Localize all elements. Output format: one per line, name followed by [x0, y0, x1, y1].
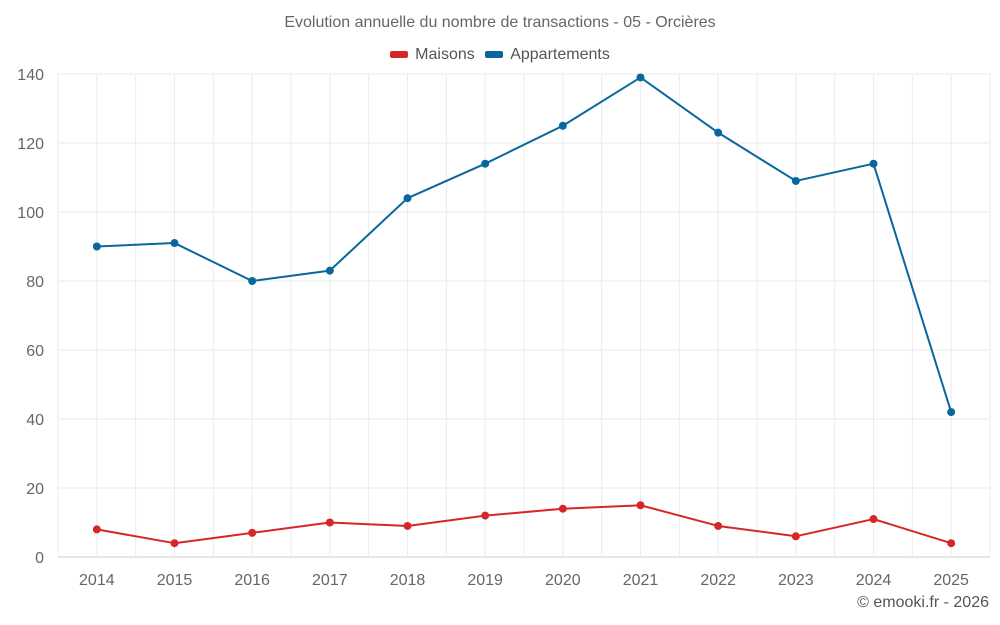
legend-item-appartements[interactable]: Appartements	[485, 46, 610, 64]
legend-swatch-appartements	[485, 51, 504, 58]
x-tick-label: 2014	[79, 572, 115, 589]
data-point-appartements	[558, 121, 567, 130]
data-point-appartements	[636, 73, 645, 82]
x-tick-label: 2025	[933, 572, 969, 589]
legend: Maisons Appartements	[0, 45, 1000, 64]
y-tick-label: 60	[26, 343, 44, 360]
y-tick-label: 40	[26, 412, 44, 429]
data-point-maisons	[869, 515, 878, 524]
data-point-maisons	[92, 525, 101, 534]
data-point-appartements	[481, 159, 490, 168]
x-tick-label: 2018	[390, 572, 426, 589]
y-tick-label: 140	[17, 67, 44, 84]
data-point-appartements	[170, 239, 179, 248]
data-point-appartements	[869, 159, 878, 168]
data-point-maisons	[791, 532, 800, 541]
x-tick-label: 2017	[312, 572, 348, 589]
data-point-appartements	[248, 277, 257, 285]
y-tick-label: 20	[26, 481, 44, 498]
x-tick-label: 2024	[856, 572, 892, 589]
y-tick-label: 0	[35, 550, 44, 567]
data-point-maisons	[481, 511, 490, 520]
legend-label-appartements: Appartements	[510, 45, 610, 63]
data-point-maisons	[170, 539, 179, 548]
data-point-maisons	[947, 539, 956, 548]
data-point-maisons	[714, 521, 723, 530]
y-tick-label: 120	[17, 136, 44, 153]
legend-swatch-maisons	[390, 51, 409, 58]
y-tick-label: 100	[17, 205, 44, 222]
data-point-appartements	[791, 176, 800, 185]
data-point-appartements	[714, 128, 723, 137]
x-tick-label: 2016	[234, 572, 270, 589]
data-point-maisons	[558, 504, 567, 513]
series-line-appartements	[96, 76, 953, 413]
x-tick-label: 2021	[623, 572, 659, 589]
data-point-appartements	[403, 194, 412, 203]
y-tick-label: 80	[26, 274, 44, 291]
x-tick-label: 2022	[700, 572, 736, 589]
x-tick-label: 2023	[778, 572, 814, 589]
legend-item-maisons[interactable]: Maisons	[390, 46, 475, 64]
legend-label-maisons: Maisons	[415, 45, 475, 63]
data-point-appartements	[947, 408, 956, 417]
chart-title: Evolution annuelle du nombre de transact…	[284, 14, 716, 31]
data-point-maisons	[248, 528, 257, 537]
x-tick-label: 2015	[157, 572, 193, 589]
x-tick-label: 2019	[467, 572, 503, 589]
data-point-maisons	[636, 501, 645, 510]
data-point-maisons	[325, 518, 334, 527]
series-line-maisons	[96, 504, 952, 545]
data-point-maisons	[403, 521, 412, 530]
credit-text: © emooki.fr - 2026	[857, 594, 989, 611]
data-point-appartements	[92, 242, 101, 251]
data-point-appartements	[325, 266, 334, 275]
x-tick-label: 2020	[545, 572, 581, 589]
